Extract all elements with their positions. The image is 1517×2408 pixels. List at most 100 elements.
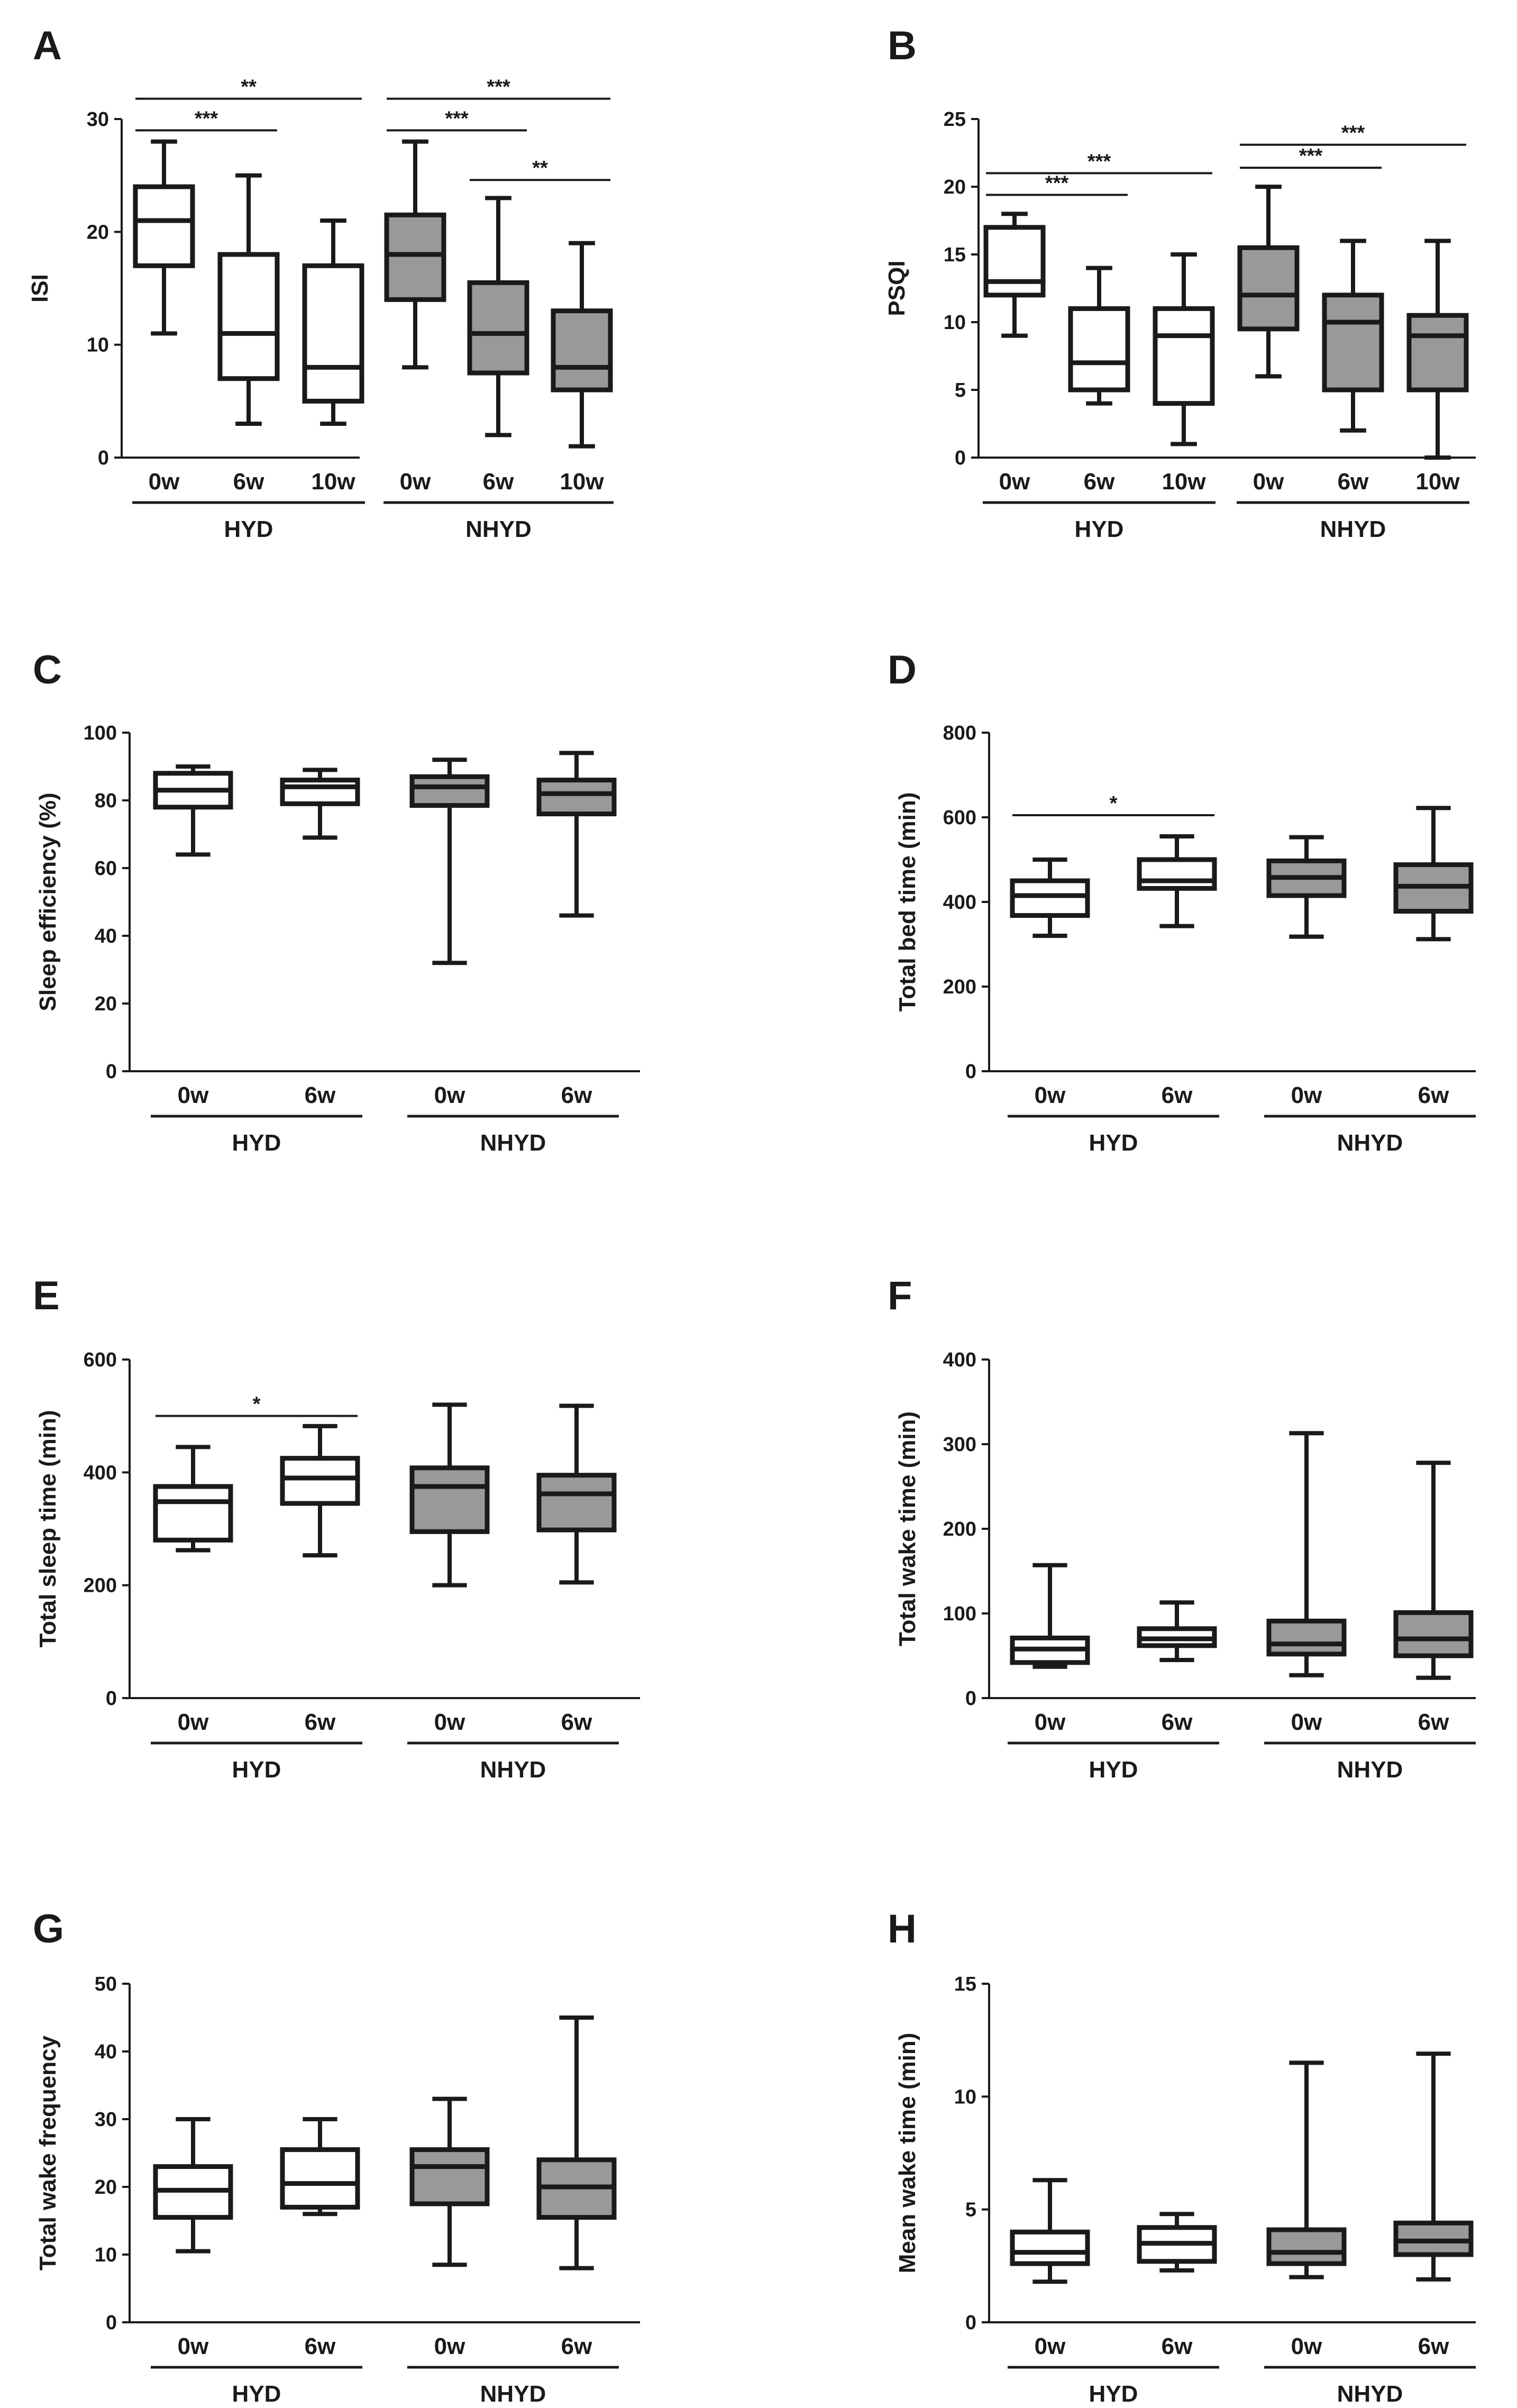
category-label: 0w bbox=[178, 2333, 209, 2359]
box-1 bbox=[1068, 266, 1130, 406]
category-label: 6w bbox=[1084, 469, 1115, 495]
box-0 bbox=[153, 1445, 233, 1553]
panel-letter: A bbox=[33, 23, 62, 68]
box-3 bbox=[536, 2015, 617, 2270]
iqr-box bbox=[280, 778, 360, 806]
significance-label: ** bbox=[532, 157, 548, 179]
category-label: 6w bbox=[561, 2333, 592, 2359]
box-0 bbox=[983, 212, 1046, 338]
box-3 bbox=[536, 751, 617, 918]
iqr-box bbox=[467, 280, 529, 376]
y-axis-title: Sleep efficiency (%) bbox=[35, 792, 61, 1011]
iqr-box bbox=[280, 2147, 360, 2210]
iqr-box bbox=[1137, 857, 1217, 891]
panel-e: E 0 200 400 600 Total sleep time (min) 0w 6w 0w 6… bbox=[33, 1273, 640, 1783]
y-tick-label: 15 bbox=[954, 1973, 976, 1995]
group-label: NHYD bbox=[480, 2381, 546, 2407]
box-4 bbox=[1322, 239, 1384, 433]
category-label: 0w bbox=[1291, 1709, 1322, 1735]
group-label: HYD bbox=[232, 1130, 281, 1156]
y-tick-label: 800 bbox=[943, 722, 976, 744]
category-label: 0w bbox=[434, 1082, 465, 1108]
y-tick-label: 400 bbox=[84, 1462, 117, 1484]
y-tick-label: 600 bbox=[84, 1349, 117, 1371]
category-label: 0w bbox=[149, 469, 180, 495]
group-label: HYD bbox=[1089, 1130, 1138, 1156]
iqr-box bbox=[153, 1484, 233, 1543]
significance-label: *** bbox=[445, 107, 469, 130]
y-tick-label: 15 bbox=[944, 244, 966, 266]
y-tick-label: 10 bbox=[944, 312, 966, 334]
group-label: HYD bbox=[1089, 2381, 1138, 2407]
significance-label: *** bbox=[1341, 122, 1365, 144]
box-0 bbox=[153, 764, 233, 857]
iqr-box bbox=[551, 308, 613, 393]
y-tick-label: 20 bbox=[87, 221, 109, 243]
box-5 bbox=[1406, 239, 1469, 460]
category-label: 6w bbox=[1162, 1082, 1193, 1108]
y-axis-title: Total wake frequency bbox=[35, 2035, 61, 2270]
box-0 bbox=[133, 139, 195, 336]
y-axis-title: Total bed time (min) bbox=[894, 792, 920, 1012]
box-3 bbox=[1237, 185, 1300, 379]
y-tick-label: 0 bbox=[965, 1688, 976, 1710]
y-tick-label: 0 bbox=[955, 447, 966, 469]
significance-label: * bbox=[253, 1393, 261, 1416]
iqr-box bbox=[1010, 878, 1090, 918]
category-label: 10w bbox=[1162, 469, 1206, 495]
panel-letter: B bbox=[888, 23, 917, 68]
box-1 bbox=[1137, 2212, 1217, 2273]
group-label: NHYD bbox=[480, 1757, 546, 1783]
box-2 bbox=[1266, 1431, 1347, 1677]
box-3 bbox=[1393, 806, 1474, 942]
y-tick-label: 200 bbox=[943, 1518, 976, 1540]
iqr-box bbox=[536, 1473, 617, 1533]
category-label: 6w bbox=[305, 2333, 336, 2359]
y-tick-label: 60 bbox=[95, 858, 117, 880]
category-label: 0w bbox=[178, 1709, 209, 1735]
box-2 bbox=[409, 1402, 490, 1588]
significance-label: *** bbox=[1088, 150, 1111, 172]
y-tick-label: 25 bbox=[944, 108, 966, 131]
box-1 bbox=[1137, 1600, 1217, 1662]
category-label: 0w bbox=[1291, 2333, 1322, 2359]
panel-letter: C bbox=[33, 647, 62, 692]
box-1 bbox=[280, 1424, 360, 1558]
category-label: 6w bbox=[1338, 469, 1369, 495]
y-tick-label: 0 bbox=[965, 2312, 976, 2334]
box-0 bbox=[1010, 858, 1090, 938]
category-label: 6w bbox=[1162, 1709, 1193, 1735]
panel-h: H 0 5 10 15 Mean wake time (min) 0w 6w 0w 6w HYD NH… bbox=[888, 1907, 1476, 2407]
y-tick-label: 50 bbox=[95, 1973, 117, 1995]
category-label: 0w bbox=[434, 2333, 465, 2359]
y-tick-label: 30 bbox=[95, 2109, 117, 2131]
iqr-box bbox=[217, 252, 280, 381]
box-3 bbox=[536, 1403, 617, 1585]
panel-b: B 0 5 10 15 20 25 PSQI 0w 6w 10w 0w 6w 10w HYD NHYD *** *… bbox=[884, 23, 1476, 542]
significance-label: *** bbox=[1045, 172, 1069, 194]
group-label: NHYD bbox=[1320, 516, 1386, 542]
y-tick-label: 20 bbox=[95, 993, 117, 1015]
group-label: HYD bbox=[232, 2381, 281, 2407]
y-axis-title: Total sleep time (min) bbox=[35, 1410, 61, 1647]
category-label: 6w bbox=[233, 469, 264, 495]
group-label: HYD bbox=[232, 1757, 281, 1783]
panel-d: D 0 200 400 600 800 Total bed time (min) 0w 6w 0w… bbox=[888, 647, 1476, 1156]
y-tick-label: 5 bbox=[965, 2199, 976, 2221]
y-tick-label: 10 bbox=[87, 334, 109, 357]
iqr-box bbox=[133, 184, 195, 268]
y-axis-title: Total wake time (min) bbox=[894, 1411, 920, 1646]
y-tick-label: 40 bbox=[95, 925, 117, 947]
panel-f: F 0 100 200 300 400 Total wake time (min) 0w 6w 0… bbox=[888, 1273, 1476, 1783]
category-label: 6w bbox=[1418, 1709, 1449, 1735]
group-label: NHYD bbox=[1337, 1757, 1403, 1783]
group-label: HYD bbox=[1075, 516, 1124, 542]
category-label: 0w bbox=[434, 1709, 465, 1735]
significance-label: * bbox=[1110, 792, 1118, 815]
category-label: 0w bbox=[1253, 469, 1284, 495]
y-axis-title: Mean wake time (min) bbox=[894, 2033, 920, 2274]
box-2 bbox=[409, 2096, 490, 2267]
category-label: 10w bbox=[1415, 469, 1460, 495]
category-label: 10w bbox=[560, 469, 604, 495]
